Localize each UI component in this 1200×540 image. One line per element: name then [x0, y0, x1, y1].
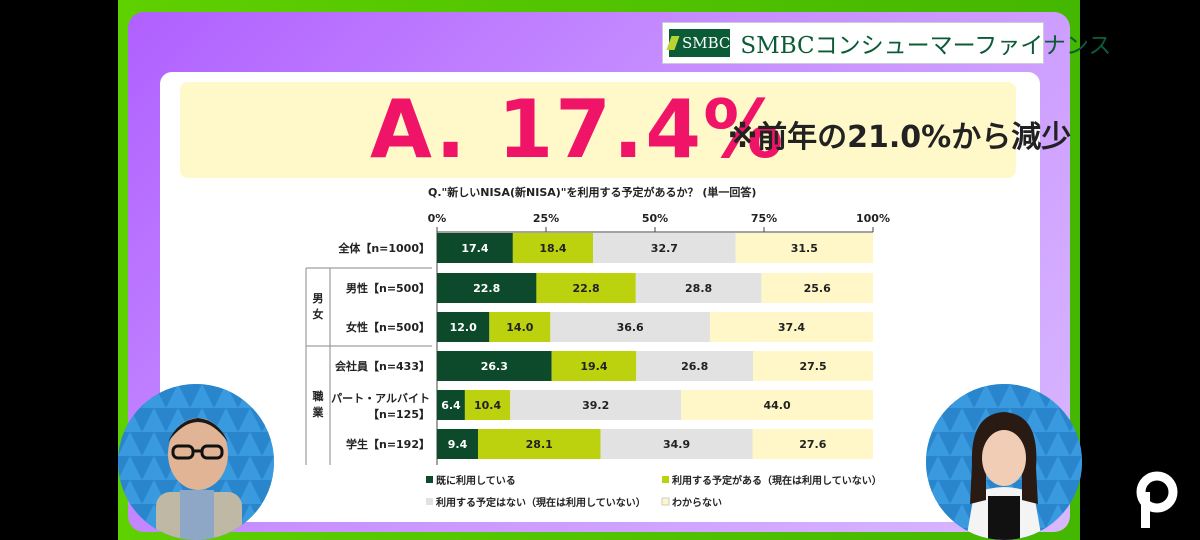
bar-segment — [437, 233, 513, 263]
bar-value-label: 36.6 — [617, 321, 644, 334]
bar-segment — [489, 312, 551, 342]
bar-segment — [636, 351, 754, 381]
bar-value-label: 27.5 — [799, 360, 826, 373]
category-label: 【n=125】 — [368, 408, 430, 421]
category-label: 全体【n=1000】 — [337, 241, 430, 255]
bar-value-label: 32.7 — [651, 242, 678, 255]
bar-segment — [437, 429, 478, 459]
answer-value: A. 17.4% — [370, 83, 786, 176]
bar-value-label: 14.0 — [506, 321, 533, 334]
bar-segment — [536, 273, 636, 303]
bar-segment — [510, 390, 682, 420]
bar-segment — [464, 390, 511, 420]
bar-segment — [593, 233, 736, 263]
bar-segment — [437, 273, 537, 303]
bar-value-label: 39.2 — [582, 399, 609, 412]
legend-swatch — [426, 476, 433, 483]
bar-value-label: 22.8 — [473, 282, 500, 295]
category-label: 学生【n=192】 — [346, 437, 430, 451]
bar-value-label: 28.1 — [526, 438, 553, 451]
bar-value-label: 25.6 — [804, 282, 831, 295]
legend-swatch — [661, 497, 670, 506]
bar-segment — [437, 312, 490, 342]
legend-entry: 既に利用している — [436, 474, 516, 487]
group-label-gender: 女 — [313, 307, 324, 321]
answer-note: ※前年の21.0%から減少 — [728, 120, 1072, 155]
bar-value-label: 28.8 — [685, 282, 712, 295]
logo-mark-text: SMBC — [682, 34, 731, 52]
bar-value-label: 27.6 — [799, 438, 826, 451]
bar-value-label: 6.4 — [441, 399, 461, 412]
group-label-gender: 男 — [313, 292, 324, 305]
bar-value-label: 19.4 — [580, 360, 607, 373]
bar-value-label: 26.8 — [681, 360, 708, 373]
bar-segment — [753, 351, 873, 381]
category-label: 男性【n=500】 — [346, 281, 430, 295]
legend-swatch — [426, 498, 433, 505]
group-label-occupation: 職 — [313, 389, 324, 403]
bar-segment — [761, 273, 873, 303]
bar-value-label: 12.0 — [450, 321, 477, 334]
bar-value-label: 37.4 — [778, 321, 805, 334]
bar-value-label: 22.8 — [573, 282, 600, 295]
legend-entry: 利用する予定がある（現在は利用していない） — [672, 474, 882, 487]
bar-segment — [600, 429, 753, 459]
bar-segment — [635, 273, 762, 303]
bar-segment — [681, 390, 873, 420]
category-label: パート・アルバイト — [331, 392, 430, 405]
bar-value-label: 26.3 — [481, 360, 508, 373]
question-text: Q."新しいNISA(新NISA)"を利用する予定があるか？ (単一回答) — [428, 186, 757, 199]
bar-segment — [437, 390, 465, 420]
bar-value-label: 34.9 — [663, 438, 690, 451]
smbc-logo-mark: SMBC — [666, 29, 731, 57]
p-brand-icon — [1136, 471, 1178, 528]
bar-segment — [512, 233, 594, 263]
bar-segment — [551, 351, 637, 381]
legend-swatch — [662, 476, 669, 483]
x-tick-label: 75% — [751, 212, 777, 225]
bar-segment — [752, 429, 873, 459]
presenter-left-video — [118, 384, 274, 540]
category-label: 女性【n=500】 — [346, 320, 430, 334]
x-tick-label: 25% — [533, 212, 559, 225]
category-label: 会社員【n=433】 — [335, 359, 430, 373]
legend-entry: 利用する予定はない（現在は利用していない） — [436, 496, 646, 509]
x-tick-label: 0% — [428, 212, 447, 225]
x-tick-label: 100% — [856, 212, 890, 225]
bar-segment — [550, 312, 710, 342]
presenter-right-video — [926, 384, 1082, 540]
bar-value-label: 44.0 — [764, 399, 791, 412]
bar-segment — [437, 351, 552, 381]
sponsor-logo: SMBC SMBCコンシューマーファイナンス — [662, 22, 1111, 64]
answer-banner: A. 17.4% ※前年の21.0%から減少 — [180, 82, 1071, 178]
legend-entry: わからない — [672, 497, 722, 509]
logo-text: SMBCコンシューマーファイナンス — [740, 33, 1112, 59]
bar-value-label: 9.4 — [448, 438, 468, 451]
bar-value-label: 17.4 — [461, 242, 488, 255]
bar-segment — [709, 312, 873, 342]
x-tick-label: 50% — [642, 212, 668, 225]
group-label-occupation: 業 — [312, 405, 325, 419]
bar-segment — [735, 233, 873, 263]
bar-segment — [477, 429, 601, 459]
bar-value-label: 18.4 — [539, 242, 566, 255]
bar-value-label: 31.5 — [791, 242, 818, 255]
bar-value-label: 10.4 — [474, 399, 501, 412]
